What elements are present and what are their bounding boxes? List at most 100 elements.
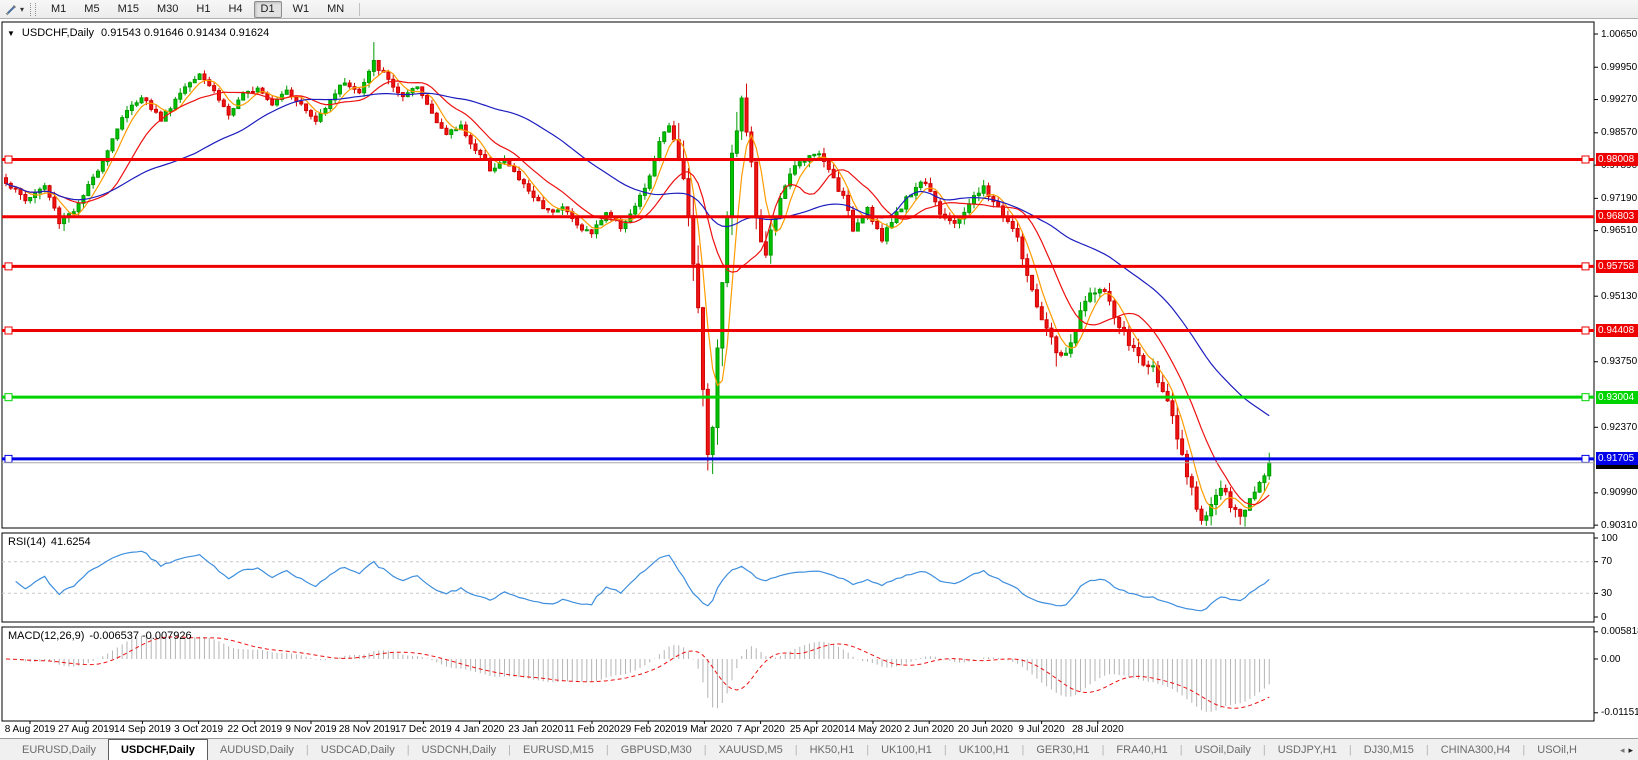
tab-scroll-right-icon[interactable]: ▸ — [1628, 744, 1633, 755]
tab-separator: | — [508, 743, 512, 756]
chart-tab-usdcad-daily[interactable]: USDCAD,Daily — [320, 743, 395, 756]
date-tick-label: 9 Nov 2019 — [285, 724, 337, 735]
tab-scroll-left-icon[interactable]: ◂ — [1619, 744, 1625, 755]
timeframe-button-m1[interactable]: M1 — [51, 2, 67, 15]
date-tick-label: 2 Jun 2020 — [904, 724, 954, 735]
date-tick-label: 20 Jun 2020 — [957, 724, 1013, 735]
chart-tab-bar: EURUSD,Daily USDCHF,Daily AUDUSD,Daily | USD… — [0, 738, 1638, 760]
date-tick-label: 25 Apr 2020 — [789, 724, 844, 735]
price-tick-label: 0.96510 — [1601, 225, 1638, 237]
tab-separator: | — [1021, 743, 1025, 756]
tab-separator: | — [1179, 743, 1183, 756]
chart-tab-xauusd-m5[interactable]: XAUUSD,M5 — [718, 743, 783, 756]
price-level-label: 0.96803 — [1596, 210, 1638, 224]
rsi-value: 41.6254 — [50, 536, 91, 548]
timeframe-button-h4[interactable]: H4 — [228, 2, 243, 15]
date-tick-label: 11 Feb 2020 — [564, 724, 620, 735]
indicator-axis-label: 0.00 — [1601, 653, 1621, 665]
tab-separator: | — [866, 743, 870, 756]
moving-average-lines — [5, 70, 1270, 510]
timeframe-toolbar: ▾ M1 M5 M15 M30 H1 H4 D1 W1 MN — [0, 0, 1638, 19]
chart-tab-ger30-h1[interactable]: GER30,H1 — [1036, 743, 1090, 756]
tab-scroll-controls: ◂ ▸ — [1617, 739, 1635, 760]
date-tick-label: 4 Jan 2020 — [454, 724, 505, 735]
price-tick-label: 0.90310 — [1601, 519, 1638, 531]
date-tick-label: 14 Sep 2019 — [114, 724, 171, 735]
price-tick-label: 0.92370 — [1601, 421, 1638, 433]
date-tick-label: 28 Jul 2020 — [1071, 724, 1124, 735]
timeframe-button-w1[interactable]: W1 — [292, 2, 310, 15]
timeframe-button-mn[interactable]: MN — [327, 2, 345, 15]
chart-tab-uk100-h1[interactable]: UK100,H1 — [881, 743, 932, 756]
tab-separator: | — [1262, 743, 1266, 756]
timeframe-button-d1[interactable]: D1 — [253, 0, 282, 18]
price-tick-label: 0.95130 — [1601, 290, 1638, 302]
indicator-axis-label: 0.005818 — [1601, 626, 1638, 638]
chart-tab-china300-h4[interactable]: CHINA300,H4 — [1440, 743, 1511, 756]
chart-collapse-icon[interactable]: ▼ — [7, 28, 15, 38]
chart-tab-audusd-daily[interactable]: AUDUSD,Daily — [219, 743, 294, 756]
chart-tab-eurusd-daily[interactable]: EURUSD,Daily — [22, 743, 96, 756]
chart-tab-usdchf-daily[interactable]: USDCHF,Daily — [107, 739, 208, 760]
timeframe-button-m30[interactable]: M30 — [156, 2, 179, 15]
price-tick-label: 0.93750 — [1601, 356, 1638, 368]
chart-tab-usdcnh-daily[interactable]: USDCNH,Daily — [421, 743, 497, 756]
date-tick-label: 17 Dec 2019 — [395, 724, 452, 735]
tab-separator: | — [1522, 743, 1526, 756]
tab-separator: | — [305, 743, 309, 756]
price-tick-label: 0.97190 — [1601, 192, 1638, 204]
date-tick-label: 29 Feb 2020 — [620, 724, 677, 735]
timeframe-button-m5[interactable]: M5 — [84, 2, 100, 15]
tab-separator: | — [605, 743, 609, 756]
chart-tab-gbpusd-m30[interactable]: GBPUSD,M30 — [620, 743, 692, 756]
date-tick-label: 28 Nov 2019 — [338, 724, 396, 735]
tab-separator: | — [406, 743, 410, 756]
macd-name: MACD(12,26,9) — [8, 630, 85, 642]
tab-separator: | — [943, 743, 947, 756]
price-level-label: 0.94408 — [1596, 323, 1638, 337]
price-tick-label: 0.99270 — [1601, 94, 1638, 106]
date-tick-label: 3 Oct 2019 — [174, 724, 224, 735]
date-tick-label: 9 Jul 2020 — [1018, 724, 1065, 735]
chart-tab-dj30-m15[interactable]: DJ30,M15 — [1363, 743, 1414, 756]
draw-tool-icon[interactable] — [3, 2, 19, 17]
horizontal-level-lines[interactable] — [2, 155, 1594, 464]
macd-values: -0.006537 -0.007926 — [89, 630, 192, 642]
price-tick-label: 0.90990 — [1601, 487, 1638, 499]
toolbar-dropdown-caret-icon[interactable]: ▾ — [20, 4, 25, 14]
indicator-axis-label: -0.011514 — [1601, 707, 1638, 719]
toolbar-grip-handle[interactable] — [30, 2, 37, 16]
date-tick-label: 19 Mar 2020 — [676, 724, 733, 735]
price-tick-label: 0.98570 — [1601, 127, 1638, 139]
price-tick-label: 0.99950 — [1601, 61, 1638, 73]
price-level-label: 0.93004 — [1596, 390, 1638, 404]
chart-tab-usoil-daily[interactable]: USOil,Daily — [1194, 743, 1251, 756]
tab-separator: | — [703, 743, 707, 756]
tab-separator: | — [1348, 743, 1352, 756]
chart-tab-fra40-h1[interactable]: FRA40,H1 — [1116, 743, 1168, 756]
date-tick-label: 14 May 2020 — [844, 724, 902, 735]
chart-tab-hk50-h1[interactable]: HK50,H1 — [809, 743, 855, 756]
chart-ohlc-values: 0.91543 0.91646 0.91434 0.91624 — [101, 27, 270, 39]
macd-indicator-label: MACD(12,26,9) -0.006537 -0.007926 — [8, 630, 197, 642]
indicator-axis-label: 30 — [1601, 587, 1613, 599]
chart-title: ▼ USDCHF,Daily 0.91543 0.91646 0.91434 0… — [7, 27, 269, 39]
price-level-label: 0.98008 — [1596, 152, 1638, 166]
chart-tab-eurusd-m15[interactable]: EURUSD,M15 — [523, 743, 594, 756]
date-tick-label: 22 Oct 2019 — [227, 724, 283, 735]
rsi-indicator-label: RSI(14) 41.6254 — [8, 536, 96, 548]
indicator-axis-label: 0 — [1601, 611, 1607, 623]
price-level-label: 0.91705 — [1596, 452, 1638, 466]
macd-panel — [5, 631, 1598, 714]
chart-tab-usdjpy-h1[interactable]: USDJPY,H1 — [1277, 743, 1337, 756]
date-tick-label: 23 Jan 2020 — [508, 724, 564, 735]
price-level-label: 0.95758 — [1596, 259, 1638, 273]
tab-separator: | — [794, 743, 798, 756]
timeframe-button-h1[interactable]: H1 — [196, 2, 211, 15]
chart-tab-uk100-h1[interactable]: UK100,H1 — [958, 743, 1010, 756]
price-tick-label: 1.00650 — [1601, 28, 1638, 40]
tab-separator: | — [1101, 743, 1105, 756]
timeframe-button-m15[interactable]: M15 — [117, 2, 139, 15]
chart-tab-usoil-h[interactable]: USOil,H — [1537, 743, 1577, 756]
